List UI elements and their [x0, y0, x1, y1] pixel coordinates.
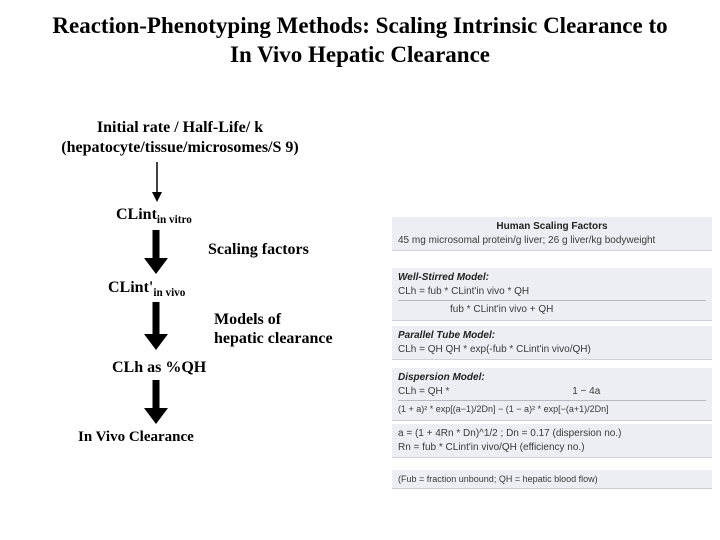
disp-rn: Rn = fub * CLint'in vivo/QH (efficiency …	[398, 442, 585, 453]
clint-sub: in vitro	[157, 214, 192, 226]
disp-eq2: 1 − 4a	[452, 386, 600, 397]
panel-human-scaling: Human Scaling Factors 45 mg microsomal p…	[392, 217, 712, 251]
disp-a: a = (1 + 4Rn * Dn)^1/2 ; Dn = 0.17 (disp…	[398, 428, 621, 439]
footer-text: (Fub = fraction unbound; QH = hepatic bl…	[398, 474, 598, 484]
arrow-3	[144, 302, 168, 350]
arrow-2	[144, 230, 168, 274]
models-line2: hepatic clearance	[214, 329, 333, 348]
panel-dispersion-defs: a = (1 + 4Rn * Dn)^1/2 ; Dn = 0.17 (disp…	[392, 424, 712, 458]
arrow-4	[144, 380, 168, 424]
panel-well-stirred: Well-Stirred Model: CLh = fub * CLint'in…	[392, 268, 712, 321]
clint-base: CLint	[116, 206, 157, 223]
label-models: Models of hepatic clearance	[214, 310, 333, 348]
panel-footer: (Fub = fraction unbound; QH = hepatic bl…	[392, 470, 712, 489]
human-scaling-title: Human Scaling Factors	[398, 220, 706, 234]
clintp-base: CLint'	[108, 279, 153, 296]
step1-line2: (hepatocyte/tissue/microsomes/S 9)	[20, 138, 340, 158]
arrow-1	[150, 162, 164, 202]
step-clint-vivo: CLint'in vivo	[108, 278, 185, 300]
step-initial-rate: Initial rate / Half-Life/ k (hepatocyte/…	[20, 118, 340, 158]
parallel-eq: CLh = QH QH * exp(-fub * CLint'in vivo/Q…	[398, 344, 591, 355]
step-clh-qh: CLh as %QH	[112, 358, 206, 378]
well-stirred-label: Well-Stirred Model:	[398, 272, 489, 283]
dispersion-label: Dispersion Model:	[398, 372, 485, 383]
disp-eq3: (1 + a)² * exp[(a−1)/2Dn] − (1 − a)² * e…	[398, 404, 609, 414]
well-eq2: fub * CLint'in vivo + QH	[398, 304, 553, 315]
disp-eq1: CLh = QH *	[398, 386, 449, 397]
step1-line1: Initial rate / Half-Life/ k	[20, 118, 340, 138]
slide-title: Reaction-Phenotyping Methods: Scaling In…	[0, 0, 720, 74]
panel-dispersion: Dispersion Model: CLh = QH * 1 − 4a (1 +…	[392, 368, 712, 421]
step-in-vivo-clearance: In Vivo Clearance	[78, 428, 194, 447]
label-scaling-factors: Scaling factors	[208, 240, 309, 259]
well-eq1: CLh = fub * CLint'in vivo * QH	[398, 286, 529, 297]
step-clint-vitro: CLintin vitro	[116, 205, 192, 227]
models-line1: Models of	[214, 310, 333, 329]
panel-parallel-tube: Parallel Tube Model: CLh = QH QH * exp(-…	[392, 326, 712, 360]
parallel-label: Parallel Tube Model:	[398, 330, 495, 341]
clintp-sub: in vivo	[153, 287, 185, 299]
human-scaling-text: 45 mg microsomal protein/g liver; 26 g l…	[398, 235, 655, 246]
